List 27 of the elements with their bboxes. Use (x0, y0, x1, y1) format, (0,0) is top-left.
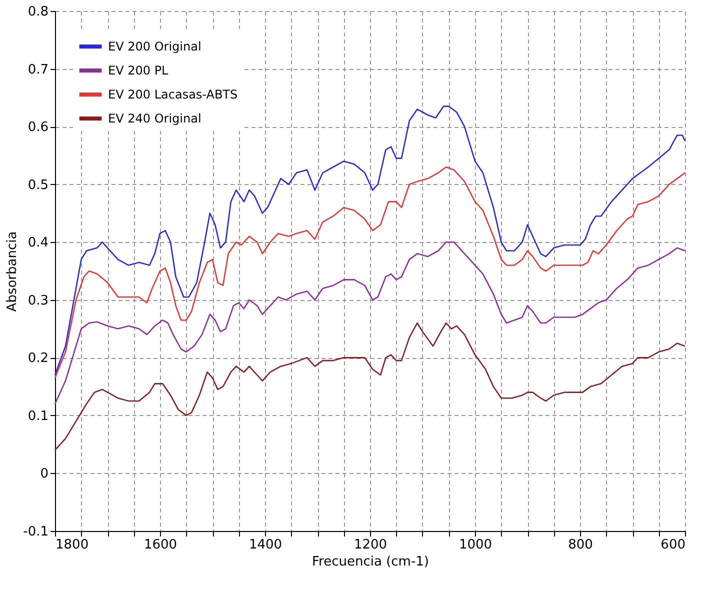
x-tick-label: 1000 (458, 538, 492, 552)
legend-label: EV 240 Original (108, 112, 202, 126)
y-tick-label: 0.5 (28, 178, 48, 193)
x-tick-label: 1200 (354, 538, 388, 552)
line-series (54, 241, 686, 405)
x-tick-label: 600 (660, 538, 686, 552)
x-tick-label: 800 (568, 538, 593, 552)
line-series (54, 166, 686, 379)
y-tick-label: 0.1 (28, 408, 48, 424)
x-tick-label: 1600 (144, 538, 178, 552)
x-axis-title: Frecuencia (cm-1) (312, 554, 429, 570)
y-tick-label: -0.1 (23, 524, 48, 540)
y-tick-label: 0.8 (28, 4, 48, 20)
y-tick-label: 0 (40, 466, 48, 482)
y-tick-label: 0.3 (28, 293, 48, 308)
y-tick-label: 0.6 (28, 120, 48, 136)
y-axis-title: Absorbancia (5, 231, 20, 312)
y-tick-label: 0.4 (28, 236, 48, 251)
x-tick-label: 1800 (56, 538, 89, 552)
line-series (54, 106, 686, 376)
legend-label: EV 200 Original (108, 40, 202, 54)
line-series (54, 322, 686, 451)
y-tick-label: 0.7 (28, 62, 48, 78)
legend-label: EV 200 PL (108, 64, 169, 78)
x-tick-label: 1400 (248, 538, 282, 552)
legend-label: EV 200 Lacasas-ABTS (108, 88, 238, 102)
y-tick-label: 0.2 (28, 351, 48, 366)
